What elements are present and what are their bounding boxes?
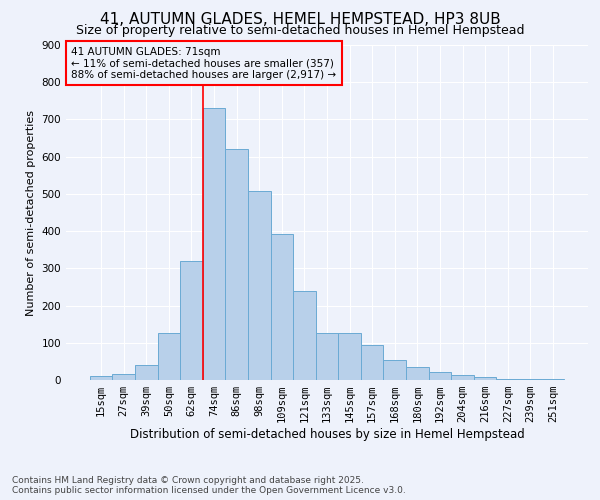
Bar	[451, 375, 474, 380]
Bar	[474, 378, 496, 380]
Bar	[112, 374, 135, 380]
Bar	[406, 367, 428, 380]
Bar	[180, 261, 203, 380]
Bar	[496, 379, 519, 380]
Bar	[271, 234, 293, 380]
Text: 41, AUTUMN GLADES, HEMEL HEMPSTEAD, HP3 8UB: 41, AUTUMN GLADES, HEMEL HEMPSTEAD, HP3 …	[100, 12, 500, 28]
Bar	[90, 376, 112, 380]
Bar	[383, 360, 406, 380]
Bar	[428, 372, 451, 380]
Bar	[226, 149, 248, 380]
X-axis label: Distribution of semi-detached houses by size in Hemel Hempstead: Distribution of semi-detached houses by …	[130, 428, 524, 441]
Text: Size of property relative to semi-detached houses in Hemel Hempstead: Size of property relative to semi-detach…	[76, 24, 524, 37]
Text: 41 AUTUMN GLADES: 71sqm
← 11% of semi-detached houses are smaller (357)
88% of s: 41 AUTUMN GLADES: 71sqm ← 11% of semi-de…	[71, 46, 337, 80]
Bar	[316, 332, 338, 380]
Bar	[361, 344, 383, 380]
Bar	[158, 334, 180, 380]
Bar	[338, 332, 361, 380]
Text: Contains HM Land Registry data © Crown copyright and database right 2025.
Contai: Contains HM Land Registry data © Crown c…	[12, 476, 406, 495]
Bar	[203, 108, 226, 380]
Y-axis label: Number of semi-detached properties: Number of semi-detached properties	[26, 110, 36, 316]
Bar	[135, 365, 158, 380]
Bar	[248, 192, 271, 380]
Bar	[542, 378, 564, 380]
Bar	[293, 290, 316, 380]
